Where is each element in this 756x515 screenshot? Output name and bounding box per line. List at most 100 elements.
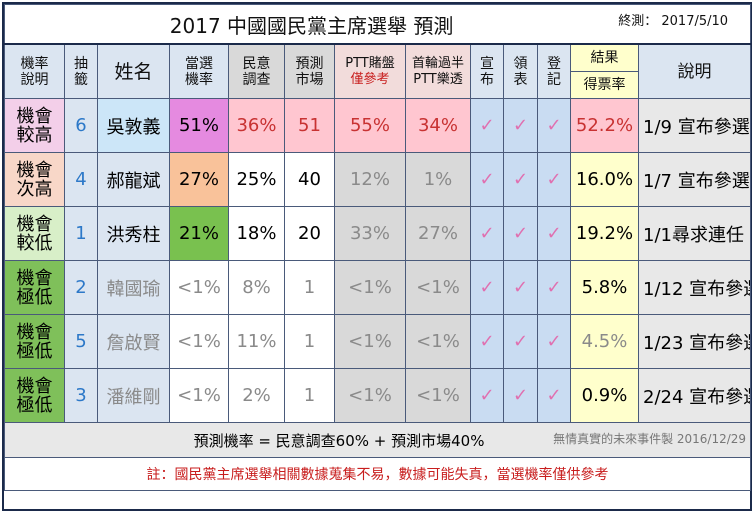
note: 1/7 宣布參選 — [637, 152, 752, 207]
check-icon: ✓ — [503, 368, 538, 423]
note: 2/24 宣布參選 — [637, 368, 752, 423]
check-icon: ✓ — [470, 368, 504, 423]
tier-label: 機會 極低 — [4, 368, 65, 423]
header-ptt-bet: PTT賭盤 僅參考 — [334, 43, 406, 99]
formula-text: 預測機率 = 民意調查60% + 預測市場40% — [193, 431, 485, 450]
footnote: 註：國民黨主席選舉相關數據蒐集不易，數據可能失真，當選機率僅供參考 — [3, 457, 752, 491]
market-value: 51 — [284, 98, 335, 153]
check-icon: ✓ — [470, 98, 504, 153]
header-announce: 宣布 — [470, 43, 504, 99]
final-date-value: 2017/5/10 — [661, 13, 729, 29]
candidate-name: 潘維剛 — [97, 368, 170, 423]
check-icon: ✓ — [537, 98, 571, 153]
check-icon: ✓ — [470, 206, 504, 261]
vote-rate: 5.8% — [570, 260, 639, 315]
source-credit: 無情真實的未來事件製 2016/12/29 — [553, 431, 747, 446]
vote-rate: 0.9% — [570, 368, 639, 423]
ptt-bet-value: <1% — [334, 314, 406, 369]
win-prob: <1% — [169, 368, 229, 423]
header-desc: 機率 說明 — [4, 43, 65, 99]
market-value: 1 — [284, 260, 335, 315]
table-row: 機會 極低 5 詹啟賢 <1% 11% 1 <1% <1% ✓ ✓ ✓ 4.5% … — [4, 314, 752, 369]
table-row: 機會 較高 6 吳敦義 51% 36% 51 55% 34% ✓ ✓ ✓ 52.2… — [4, 98, 752, 153]
draw-number: 3 — [64, 368, 98, 423]
market-value: 20 — [284, 206, 335, 261]
check-icon: ✓ — [503, 314, 538, 369]
page-title: 2017 中國國民黨主席選舉 預測 — [169, 13, 454, 38]
header-draw: 抽籤 — [64, 43, 98, 99]
candidate-name: 洪秀柱 — [97, 206, 170, 261]
ptt-lotto-value: 1% — [405, 152, 471, 207]
poll-value: 25% — [228, 152, 285, 207]
draw-number: 5 — [64, 314, 98, 369]
candidate-name: 吳敦義 — [97, 98, 170, 153]
candidate-name: 韓國瑜 — [97, 260, 170, 315]
draw-number: 4 — [64, 152, 98, 207]
poll-value: 18% — [228, 206, 285, 261]
poll-value: 2% — [228, 368, 285, 423]
note: 1/23 宣布參選 — [637, 314, 752, 369]
header-poll: 民意 調查 — [228, 43, 285, 99]
table-row: 機會 次高 4 郝龍斌 27% 25% 40 12% 1% ✓ ✓ ✓ 16.0%… — [4, 152, 752, 207]
tier-label: 機會 次高 — [4, 152, 65, 207]
note: 1/1尋求連任 — [637, 206, 752, 261]
header-register: 登記 — [537, 43, 571, 99]
poll-value: 36% — [228, 98, 285, 153]
vote-rate: 4.5% — [570, 314, 639, 369]
ptt-lotto-value: <1% — [405, 260, 471, 315]
header-explain: 說明 — [637, 43, 752, 99]
tier-label: 機會 極低 — [4, 314, 65, 369]
win-prob: 51% — [169, 98, 229, 153]
header-result: 結果 — [570, 43, 639, 72]
note: 1/12 宣布參選 — [637, 260, 752, 315]
draw-number: 6 — [64, 98, 98, 153]
candidate-name: 詹啟賢 — [97, 314, 170, 369]
check-icon: ✓ — [503, 260, 538, 315]
check-icon: ✓ — [503, 152, 538, 207]
draw-number: 2 — [64, 260, 98, 315]
note: 1/9 宣布參選 — [637, 98, 752, 153]
check-icon: ✓ — [537, 152, 571, 207]
vote-rate: 19.2% — [570, 206, 639, 261]
table-row: 機會 較低 1 洪秀柱 21% 18% 20 33% 27% ✓ ✓ ✓ 19.2… — [4, 206, 752, 261]
header-win-prob: 當選 機率 — [169, 43, 229, 99]
win-prob: 27% — [169, 152, 229, 207]
market-value: 40 — [284, 152, 335, 207]
check-icon: ✓ — [537, 260, 571, 315]
tier-label: 機會 較高 — [4, 98, 65, 153]
poll-value: 8% — [228, 260, 285, 315]
draw-number: 1 — [64, 206, 98, 261]
ptt-bet-value: 33% — [334, 206, 406, 261]
check-icon: ✓ — [470, 314, 504, 369]
win-prob: 21% — [169, 206, 229, 261]
check-icon: ✓ — [503, 98, 538, 153]
check-icon: ✓ — [537, 206, 571, 261]
tier-label: 機會 較低 — [4, 206, 65, 261]
check-icon: ✓ — [470, 152, 504, 207]
final-label: 終測： — [618, 13, 658, 29]
table-row: 機會 極低 2 韓國瑜 <1% 8% 1 <1% <1% ✓ ✓ ✓ 5.8% 1… — [4, 260, 752, 315]
formula-bar: 預測機率 = 民意調查60% + 預測市場40% 無情真實的未來事件製 2016… — [3, 422, 752, 458]
candidate-name: 郝龍斌 — [97, 152, 170, 207]
header-vote-rate: 得票率 — [570, 71, 639, 99]
check-icon: ✓ — [537, 314, 571, 369]
market-value: 1 — [284, 368, 335, 423]
ptt-bet-value: <1% — [334, 368, 406, 423]
ptt-bet-value: <1% — [334, 260, 406, 315]
poll-value: 11% — [228, 314, 285, 369]
win-prob: <1% — [169, 260, 229, 315]
check-icon: ✓ — [537, 368, 571, 423]
ptt-bet-value: 55% — [334, 98, 406, 153]
tier-label: 機會 極低 — [4, 260, 65, 315]
win-prob: <1% — [169, 314, 229, 369]
header-take-form: 領表 — [503, 43, 538, 99]
vote-rate: 16.0% — [570, 152, 639, 207]
header-name: 姓名 — [97, 43, 170, 99]
ptt-lotto-value: <1% — [405, 368, 471, 423]
final-date: 終測： 2017/5/10 — [618, 10, 728, 29]
market-value: 1 — [284, 314, 335, 369]
ptt-lotto-value: <1% — [405, 314, 471, 369]
vote-rate: 52.2% — [570, 98, 639, 153]
header-market: 預測 市場 — [284, 43, 335, 99]
